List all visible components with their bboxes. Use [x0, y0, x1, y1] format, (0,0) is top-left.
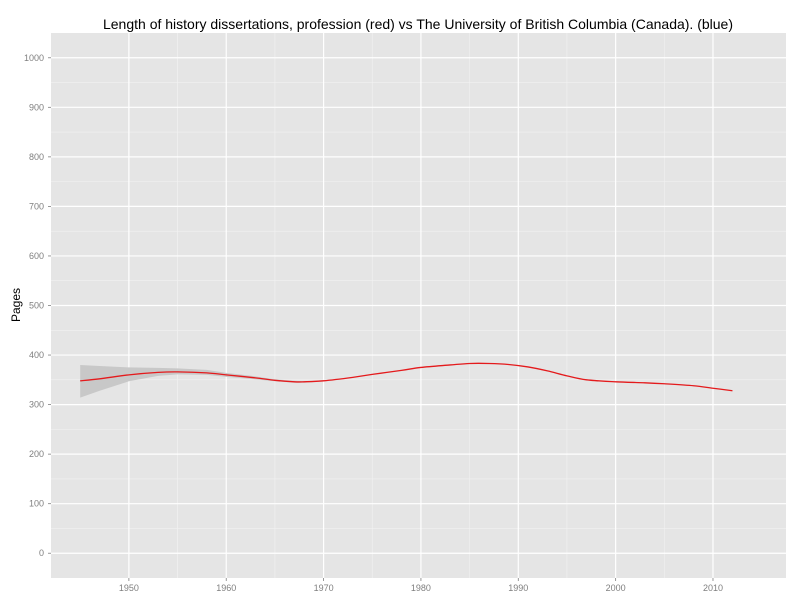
y-tick-label: 0	[39, 548, 44, 558]
y-tick-label: 800	[29, 152, 44, 162]
x-tick-label: 1970	[314, 583, 334, 593]
x-tick-label: 1990	[508, 583, 528, 593]
series-layer	[80, 362, 733, 392]
major-grid	[51, 33, 786, 578]
x-tick-label: 1960	[216, 583, 236, 593]
x-tick-label: 1980	[411, 583, 431, 593]
x-axis: 1950 1960 1970 1980 1990 2000 2010	[119, 578, 723, 593]
chart-title: Length of history dissertations, profess…	[103, 16, 733, 32]
x-tick-label: 1950	[119, 583, 139, 593]
y-tick-label: 900	[29, 102, 44, 112]
y-tick-label: 500	[29, 301, 44, 311]
y-axis: 0 100 200 300 400 500 600 700 800 900 1000	[24, 53, 51, 558]
y-tick-label: 100	[29, 499, 44, 509]
x-tick-label: 2000	[606, 583, 626, 593]
y-tick-label: 300	[29, 400, 44, 410]
series-line	[80, 362, 733, 392]
y-tick-label: 700	[29, 201, 44, 211]
x-tick-label: 2010	[703, 583, 723, 593]
minor-grid	[51, 33, 786, 578]
y-axis-label: Pages	[9, 288, 23, 322]
y-tick-label: 600	[29, 251, 44, 261]
y-tick-label: 1000	[24, 53, 44, 63]
y-tick-label: 400	[29, 350, 44, 360]
y-tick-label: 200	[29, 449, 44, 459]
